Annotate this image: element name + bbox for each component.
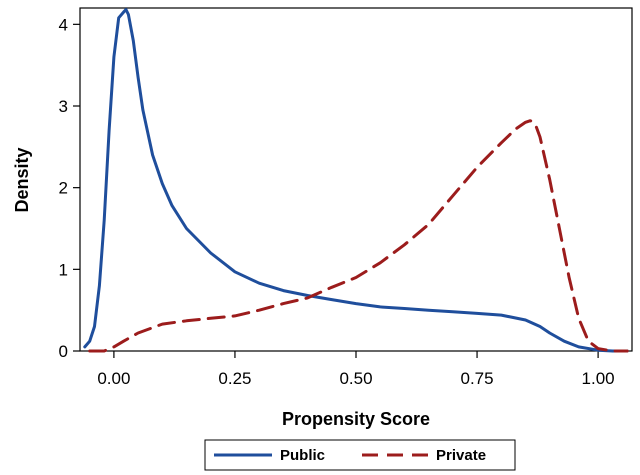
y-axis-title: Density [12,147,32,212]
y-axis-ticks: 0 1 2 3 4 [59,15,80,361]
x-tick-label: 1.00 [582,369,615,388]
legend-label-public: Public [280,447,325,464]
x-tick-label: 0.75 [461,369,494,388]
x-axis-title: Propensity Score [282,409,430,429]
y-tick-label: 3 [59,97,68,116]
x-axis-ticks: 0.00 0.25 0.50 0.75 1.00 [97,351,615,388]
y-tick-label: 4 [59,15,68,34]
legend: Public Private [204,439,516,471]
series-line-public [83,8,629,353]
x-tick-label: 0.50 [339,369,372,388]
series-line-private [88,119,629,353]
legend-box [204,439,516,471]
x-tick-label: 0.25 [218,369,251,388]
y-tick-label: 0 [59,342,68,361]
y-tick-label: 1 [59,260,68,279]
y-tick-label: 2 [59,179,68,198]
series-layer [83,8,629,353]
x-tick-label: 0.00 [97,369,130,388]
legend-label-private: Private [436,447,486,464]
